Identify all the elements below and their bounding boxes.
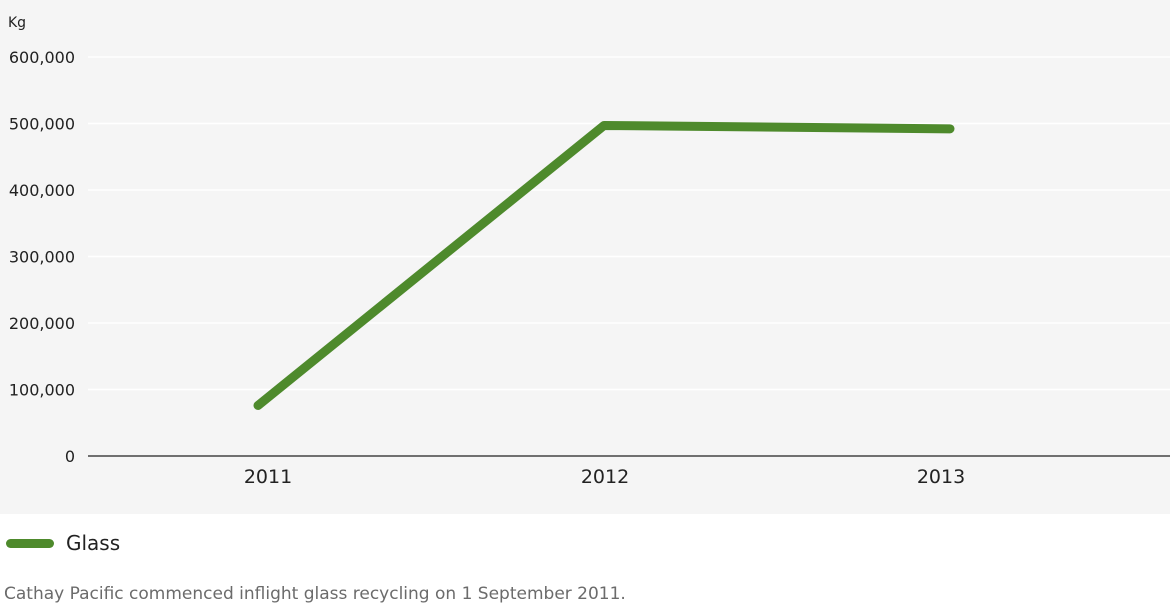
chart-panel: 0 100,000 200,000 300,000 400,000 500,000 600,… bbox=[8, 15, 1170, 488]
gridlines bbox=[88, 56, 1170, 391]
x-tick-label: 2011 bbox=[244, 466, 292, 488]
legend-swatch-glass bbox=[6, 538, 54, 548]
y-tick-label: 100,000 bbox=[9, 381, 75, 400]
y-tick-label: 500,000 bbox=[9, 115, 75, 134]
line-chart: 0 100,000 200,000 300,000 400,000 500,000 600,… bbox=[8, 15, 1170, 488]
x-tick-label: 2013 bbox=[917, 466, 965, 488]
y-axis-ticks: 0 100,000 200,000 300,000 400,000 500,000 600,… bbox=[9, 48, 75, 466]
y-tick-label: 200,000 bbox=[9, 314, 75, 333]
x-tick-label: 2012 bbox=[581, 466, 629, 488]
y-tick-label: 0 bbox=[65, 447, 75, 466]
y-axis-unit-label: Kg bbox=[8, 15, 26, 31]
chart-footnote: Cathay Pacific commenced inflight glass … bbox=[4, 584, 626, 604]
series-line-glass bbox=[253, 120, 955, 410]
y-tick-label: 300,000 bbox=[9, 248, 75, 267]
legend-label-glass: Glass bbox=[66, 531, 121, 555]
x-axis-ticks: 2011 2012 2013 bbox=[244, 466, 965, 488]
series-lines bbox=[253, 120, 955, 410]
y-tick-label: 600,000 bbox=[9, 48, 75, 67]
legend: Glass bbox=[6, 531, 120, 555]
y-tick-label: 400,000 bbox=[9, 181, 75, 200]
